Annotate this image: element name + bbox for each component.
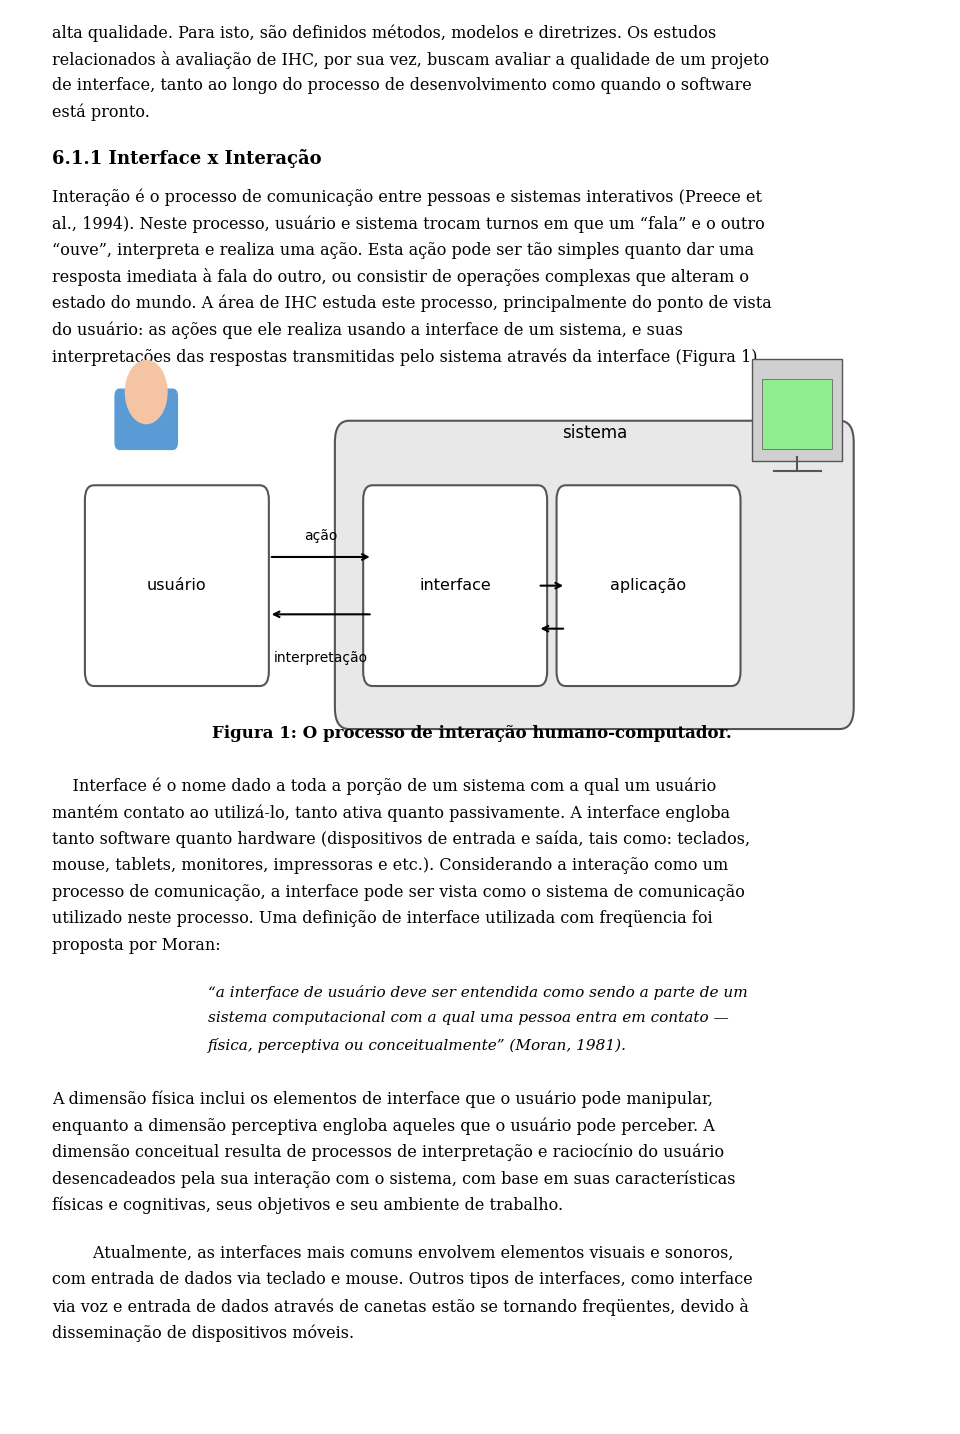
Text: relacionados à avaliaçã: relacionados à avaliaçã [52, 50, 260, 69]
Text: proposta por Moran:: proposta por Moran: [52, 936, 221, 954]
Text: “a interface de usuário deve ser entendida como sendo a parte de um: “a interface de usuário deve ser entendi… [207, 985, 747, 999]
FancyBboxPatch shape [363, 485, 547, 685]
Text: via voz e entrada de dados através de canetas estão se tornando freqüentes, devi: via voz e entrada de dados através de ca… [52, 1298, 749, 1316]
Text: está pronto.: está pronto. [52, 105, 150, 122]
Text: físicas e cognitivas, seus objetivos e seu ambiente de trabalho.: físicas e cognitivas, seus objetivos e s… [52, 1197, 563, 1215]
FancyBboxPatch shape [335, 420, 853, 728]
Text: estado do mundo. A área de IHC estuda este processo, principalmente do ponto de : estado do mundo. A área de IHC estuda es… [52, 295, 772, 313]
Text: Atualmente, as interfaces mais comuns envolvem elementos visuais e sonoros,: Atualmente, as interfaces mais comuns en… [52, 1245, 733, 1262]
Text: de interface, tanto ao longo do processo de desenvolvimento como quando o softwa: de interface, tanto ao longo do processo… [52, 77, 752, 95]
Text: desencadeados pela sua interação com o sistema, com base em suas características: desencadeados pela sua interação com o s… [52, 1170, 735, 1187]
Text: relacionados à avaliação de IHC, por sua vez, buscam avaliar a qualidade de um p: relacionados à avaliação de IHC, por sua… [52, 50, 769, 69]
Text: sistema: sistema [562, 423, 627, 442]
Text: enquanto a dimensão perceptiva engloba aqueles que o usuário pode perceber. A: enquanto a dimensão perceptiva engloba a… [52, 1117, 714, 1134]
Text: interpretações das respostas transmitidas pelo sistema através da interface (Fig: interpretações das respostas transmitida… [52, 348, 762, 366]
Text: usuário: usuário [147, 578, 206, 594]
Text: com entrada de dados via teclado e mouse. Outros tipos de interfaces, como inter: com entrada de dados via teclado e mouse… [52, 1271, 753, 1288]
FancyBboxPatch shape [762, 379, 832, 449]
Text: aplicação: aplicação [611, 578, 686, 594]
Text: Interação é o processo de comunicação entre pessoas e sistemas interativos (Pree: Interação é o processo de comunicação en… [52, 189, 762, 206]
Text: interface: interface [420, 578, 491, 594]
Text: mouse, tablets, monitores, impressoras e etc.). Considerando a interação como um: mouse, tablets, monitores, impressoras e… [52, 858, 728, 875]
Text: mantém contato ao utilizá-lo, tanto ativa quanto passivamente. A interface englo: mantém contato ao utilizá-lo, tanto ativ… [52, 804, 730, 822]
Circle shape [126, 360, 167, 423]
Text: disseminação de dispositivos móveis.: disseminação de dispositivos móveis. [52, 1324, 354, 1342]
Text: “ouve”, interpreta e realiza uma ação. Esta ação pode ser tão simples quanto dar: “ouve”, interpreta e realiza uma ação. E… [52, 242, 754, 260]
Text: A dimensão física inclui os elementos de interface que o usuário pode manipular,: A dimensão física inclui os elementos de… [52, 1091, 713, 1108]
Text: sistema computacional com a qual uma pessoa entra em contato —: sistema computacional com a qual uma pes… [207, 1011, 729, 1025]
Text: alta qualidade. Para isto, são definidos métodos, modelos e diretrizes. Os estud: alta qualidade. Para isto, são definidos… [52, 24, 716, 42]
Text: do usuário: as ações que ele realiza usando a interface de um sistema, e suas: do usuário: as ações que ele realiza usa… [52, 321, 683, 338]
Text: utilizado neste processo. Uma definição de interface utilizada com freqüencia fo: utilizado neste processo. Uma definição … [52, 911, 712, 928]
Text: tanto software quanto hardware (dispositivos de entrada e saída, tais como: tecl: tanto software quanto hardware (disposit… [52, 830, 750, 849]
Text: al., 1994). Neste processo, usuário e sistema trocam turnos em que um “fala” e o: al., 1994). Neste processo, usuário e si… [52, 215, 764, 232]
Text: ação: ação [304, 529, 337, 542]
Text: interpretação: interpretação [274, 651, 368, 664]
FancyBboxPatch shape [84, 485, 269, 685]
Text: Interface é o nome dado a toda a porção de um sistema com a qual um usuário: Interface é o nome dado a toda a porção … [52, 777, 716, 796]
Text: resposta imediata à fala do outro, ou consistir de operações complexas que alter: resposta imediata à fala do outro, ou co… [52, 268, 749, 287]
Text: 6.1.1 Interface x Interação: 6.1.1 Interface x Interação [52, 149, 322, 168]
FancyBboxPatch shape [557, 485, 740, 685]
Text: processo de comunicação, a interface pode ser vista como o sistema de comunicaçã: processo de comunicação, a interface pod… [52, 883, 745, 901]
Text: Figura 1: O processo de interação humano-computador.: Figura 1: O processo de interação humano… [212, 724, 732, 741]
Text: física, perceptiva ou conceitualmente” (Moran, 1981).: física, perceptiva ou conceitualmente” (… [207, 1038, 627, 1053]
FancyBboxPatch shape [752, 358, 842, 460]
Text: dimensão conceitual resulta de processos de interpretação e raciocínio do usuári: dimensão conceitual resulta de processos… [52, 1144, 724, 1162]
FancyBboxPatch shape [115, 389, 178, 449]
